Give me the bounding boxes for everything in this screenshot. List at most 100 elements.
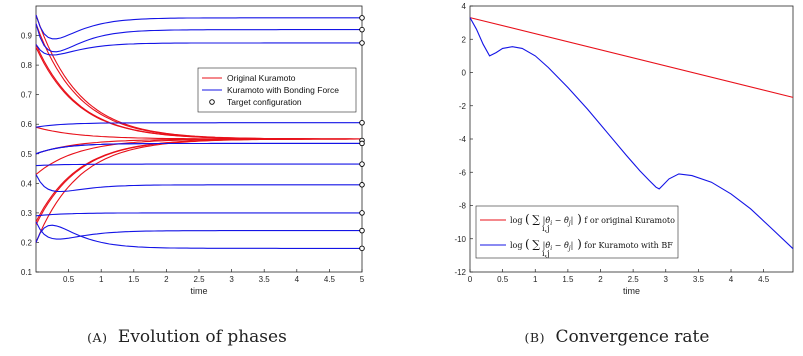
- caption-b-text: Convergence rate: [555, 327, 709, 347]
- formula-part: θ̇: [545, 216, 550, 225]
- y-tick-label: 0.2: [21, 238, 33, 247]
- formula-part: ): [573, 237, 582, 251]
- formula-part: j: [567, 245, 571, 252]
- x-tick-label: 1.5: [128, 275, 140, 284]
- y-tick-label: 0.1: [21, 268, 33, 277]
- legend-label: Original Kuramoto: [227, 73, 296, 83]
- formula-part: i: [550, 220, 552, 227]
- y-tick-label: -6: [459, 168, 467, 177]
- original-kuramoto-line: [35, 138, 362, 243]
- y-tick-label: -4: [459, 135, 467, 144]
- formula-part: ∑: [532, 238, 540, 251]
- series-group: [35, 14, 363, 249]
- formula-part: |: [540, 241, 545, 250]
- y-tick-label: -8: [459, 202, 467, 211]
- bonding-force-line: [35, 221, 362, 240]
- formula-part: j: [567, 220, 571, 227]
- x-tick-label: 2.5: [628, 275, 640, 284]
- x-tick-label: 1: [533, 275, 538, 284]
- formula-part: |: [540, 216, 545, 225]
- legend-sum-index: i,j: [542, 249, 550, 258]
- target-marker: [359, 227, 365, 234]
- x-tick-label: 4: [729, 275, 734, 284]
- caption-a-text: Evolution of phases: [118, 327, 287, 347]
- y-tick-label: -2: [459, 102, 467, 111]
- formula-part: log: [510, 241, 525, 250]
- caption-b-tag: (B): [525, 330, 545, 345]
- y-tick-label: 0.7: [21, 91, 33, 100]
- bonding-force-line: [35, 174, 362, 193]
- y-tick-label: 2: [462, 35, 467, 44]
- bonding-force-line: [35, 224, 362, 249]
- chart-a: 0.5 1 1.5 2 2.5 3 3.5 4 4.5 5 0.1 0.2 0.3 0.4 0.5 0.6 0.…: [21, 5, 365, 296]
- captions: (A) Evolution of phases (B) Convergence …: [87, 327, 709, 347]
- legend-box: [197, 67, 357, 113]
- x-axis-label: time: [190, 286, 207, 296]
- y-tick-label: 0.9: [21, 32, 33, 41]
- y-tick-label: 0.4: [21, 179, 33, 188]
- x-axis-label: time: [623, 286, 640, 296]
- bonding-convergence-line: [469, 17, 794, 250]
- legend-marker: [209, 99, 215, 105]
- chart-b: 0 0.5 1 1.5 2 2.5 3 3.5 4 4.5 -12 -10 -8 -6 -4 -2 0 2 4 tim…: [454, 2, 794, 296]
- bonding-force-line: [35, 42, 362, 56]
- target-marker: [359, 140, 365, 147]
- x-tick-label: 0.5: [497, 275, 509, 284]
- target-marker: [359, 26, 365, 33]
- bonding-force-line: [35, 163, 362, 167]
- y-tick-label: 0.3: [21, 209, 33, 218]
- x-tick-label: 4.5: [758, 275, 770, 284]
- y-tick-label: 4: [462, 2, 467, 11]
- x-tick-label: 2: [164, 275, 169, 284]
- formula-part: θ̇: [564, 241, 569, 250]
- legend-sum-index: i,j: [542, 224, 550, 233]
- y-tick-label: 0.5: [21, 150, 33, 159]
- formula-part: |: [571, 216, 574, 225]
- x-tick-label: 0: [468, 275, 473, 284]
- x-tick-label: 3: [229, 275, 234, 284]
- formula-part: i: [550, 245, 552, 252]
- bonding-force-line: [35, 212, 362, 217]
- x-tick-label: 1.5: [562, 275, 574, 284]
- formula-part: |: [571, 241, 574, 250]
- y-tick-label: -10: [454, 235, 466, 244]
- target-marker: [359, 15, 365, 21]
- bonding-force-line: [35, 142, 362, 155]
- target-marker: [359, 40, 365, 46]
- x-tick-label: 4: [295, 275, 300, 284]
- caption-a: (A) Evolution of phases: [87, 327, 287, 347]
- x-tick-label: 1: [99, 275, 104, 284]
- legend-label: f or original Kuramoto: [584, 216, 675, 225]
- x-tick-label: 3: [664, 275, 669, 284]
- legend-formula: log ( ∑ |θ̇i − θ̇j| ) for Kuramoto with …: [510, 237, 673, 252]
- target-marker: [359, 182, 365, 188]
- x-tick-label: 0.5: [63, 275, 75, 284]
- target-marker: [359, 210, 365, 216]
- bonding-force-line: [35, 23, 362, 53]
- formula-part: (: [525, 212, 530, 226]
- formula-part: −: [552, 241, 564, 250]
- x-tick-label: 2.5: [193, 275, 205, 284]
- formula-part: θ̇: [564, 216, 569, 225]
- y-tick-label: -12: [454, 268, 466, 277]
- legend-formula: log ( ∑ |θ̇i − θ̇j| ) f or original Kura…: [510, 212, 675, 227]
- x-tick-label: 2: [598, 275, 603, 284]
- formula-part: (: [525, 237, 530, 251]
- legend-label: Kuramoto with Bonding Force: [227, 85, 339, 95]
- formula-part: log: [510, 216, 525, 225]
- legend-label: for Kuramoto with BF: [584, 241, 673, 250]
- caption-a-tag: (A): [87, 330, 107, 345]
- y-tick-label: 0.6: [21, 120, 33, 129]
- bonding-force-line: [35, 122, 362, 128]
- legend-label: Target configuration: [227, 97, 302, 107]
- formula-part: ∑: [532, 213, 540, 226]
- target-marker: [359, 119, 365, 126]
- formula-part: ): [573, 212, 582, 226]
- caption-b: (B) Convergence rate: [525, 327, 710, 347]
- target-marker: [359, 245, 365, 252]
- x-tick-label: 3.5: [259, 275, 271, 284]
- x-tick-label: 5: [360, 275, 365, 284]
- target-marker: [359, 161, 365, 167]
- formula-part: θ̇: [545, 241, 550, 250]
